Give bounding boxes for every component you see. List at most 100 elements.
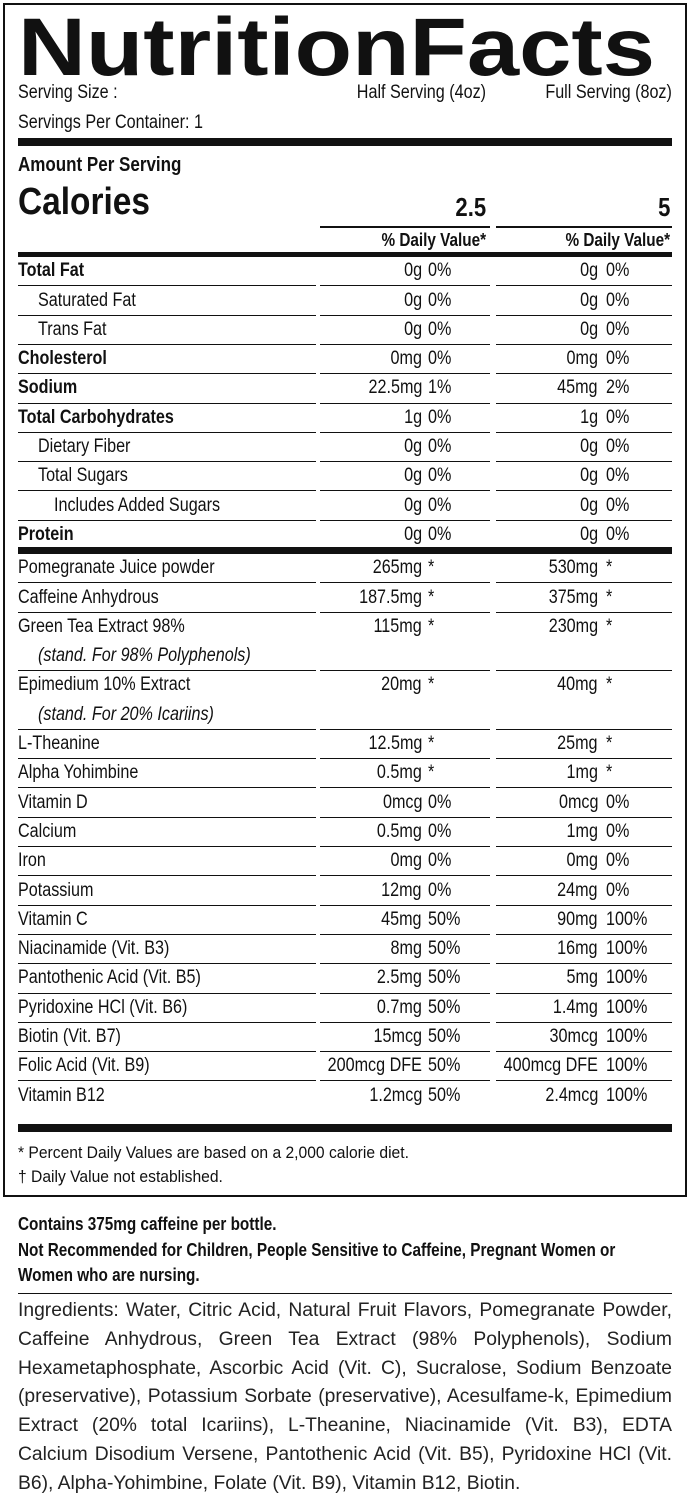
full-amount: 0g [580,494,598,516]
full-daily-value: 100% [606,908,648,930]
row-line [496,758,672,760]
full-daily-value: 0% [606,494,630,516]
ingredient-name: Pomegranate Juice powder [18,557,215,579]
row-line [496,402,672,404]
column-header: Full Serving (8oz) [545,81,672,103]
thick-bar [18,252,672,257]
ingredient-name: Alpha Yohimbine [18,762,139,784]
half-daily-value: 0% [428,523,452,545]
full-amount: 5mg [566,967,598,989]
ingredient-name: Vitamin B12 [18,1084,105,1106]
half-daily-value: * [428,762,435,784]
nutrient-sub-name: Dietary Fiber [38,436,131,458]
half-amount: 22.5mg [368,377,422,399]
half-amount: 0g [404,523,422,545]
full-daily-value: 100% [606,996,648,1018]
row-line [496,1051,672,1053]
row-line [320,1051,490,1053]
half-amount: 265mg [372,557,422,579]
row-line [18,1021,316,1023]
column-line [320,226,490,228]
row-line [18,992,316,994]
nutrient-sub-name: Includes Added Sugars [54,494,221,516]
row-line [320,816,490,818]
row-line [320,963,490,965]
row-line [18,1080,316,1082]
row-line [18,490,316,492]
row-line [320,402,490,404]
row-line [496,992,672,994]
calories-value: 5 [657,192,670,223]
full-daily-value: 0% [606,791,630,813]
full-daily-value: 100% [606,1026,648,1048]
half-daily-value: 0% [428,820,452,842]
half-daily-value: 0% [428,850,452,872]
daily-value-header: % Daily Value* [565,230,670,251]
row-line [496,1021,672,1023]
ingredient-name: Folic Acid (Vit. B9) [18,1055,150,1077]
half-daily-value: 50% [428,996,461,1018]
full-daily-value: 100% [606,967,648,989]
half-daily-value: 0% [428,348,452,370]
full-daily-value: 0% [606,820,630,842]
full-amount: 1mg [566,762,598,784]
row-line [320,461,490,463]
row-line [496,490,672,492]
full-daily-value: 0% [606,523,630,545]
row-line [18,670,316,672]
full-amount: 530mg [548,557,598,579]
full-daily-value: * [606,586,613,608]
half-amount: 1g [404,406,422,428]
half-daily-value: 50% [428,908,461,930]
row-line [18,314,316,316]
half-amount: 0.5mg [377,820,422,842]
full-amount: 0g [580,289,598,311]
full-amount: 30mcg [549,1026,598,1048]
row-line [320,670,490,672]
half-daily-value: 0% [428,465,452,487]
half-daily-value: 0% [428,260,452,282]
half-daily-value: 0% [428,791,452,813]
row-line [18,933,316,935]
full-amount: 24mg [557,879,598,901]
row-line [320,875,490,877]
half-daily-value: 0% [428,406,452,428]
footnote: * Percent Daily Values are based on a 2,… [18,1142,409,1162]
full-daily-value: * [606,674,613,696]
half-amount: 1.2mcg [369,1084,422,1106]
full-daily-value: 0% [606,348,630,370]
row-line [320,992,490,994]
half-amount: 20mg [381,674,422,696]
ingredient-name: Biotin (Vit. B7) [18,1026,121,1048]
half-amount: 0mcg [382,791,422,813]
column-header: Half Serving (4oz) [356,81,486,103]
row-line [18,373,316,375]
row-line [320,490,490,492]
full-daily-value: * [606,733,613,755]
row-line [18,582,316,584]
row-line [320,758,490,760]
row-line [18,431,316,433]
half-amount: 115mg [373,615,422,637]
full-daily-value: 100% [606,1055,648,1077]
full-amount: 90mg [557,908,598,930]
nutrient-name: Cholesterol [18,348,107,370]
full-daily-value: * [606,762,613,784]
row-line [320,904,490,906]
half-daily-value: 1% [428,377,452,399]
ingredients-text: Ingredients: Water, Citric Acid, Natural… [18,1300,672,1494]
column-line [496,226,672,228]
row-line [496,343,672,345]
row-line [496,611,672,613]
row-line [496,933,672,935]
full-amount: 0mcg [558,791,598,813]
half-daily-value: * [428,557,435,579]
full-amount: 2.4mcg [545,1084,598,1106]
full-amount: 25mg [557,733,598,755]
nutrient-name: Protein [18,523,74,545]
full-amount: 40mg [557,674,598,696]
full-amount: 400mcg DFE [503,1055,598,1077]
row-line [496,670,672,672]
full-amount: 0g [580,523,598,545]
